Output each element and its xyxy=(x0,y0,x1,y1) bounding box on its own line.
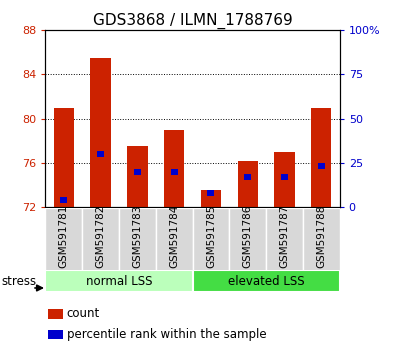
Bar xyxy=(119,208,156,271)
Bar xyxy=(193,270,340,292)
Bar xyxy=(45,270,193,292)
Bar xyxy=(156,208,193,271)
Text: normal LSS: normal LSS xyxy=(86,275,152,287)
Text: count: count xyxy=(67,307,100,320)
Bar xyxy=(281,174,288,180)
Bar xyxy=(318,163,325,170)
Text: elevated LSS: elevated LSS xyxy=(228,275,305,287)
Text: GSM591786: GSM591786 xyxy=(243,205,253,268)
Bar xyxy=(90,58,111,207)
Bar xyxy=(48,309,63,319)
Bar xyxy=(48,330,63,339)
Bar xyxy=(164,130,184,207)
Bar xyxy=(193,208,229,271)
Bar xyxy=(244,174,251,180)
Text: GSM591784: GSM591784 xyxy=(169,205,179,268)
Title: GDS3868 / ILMN_1788769: GDS3868 / ILMN_1788769 xyxy=(93,12,292,29)
Bar xyxy=(275,152,295,207)
Text: GSM591782: GSM591782 xyxy=(96,205,105,268)
Bar xyxy=(311,108,331,207)
Bar xyxy=(134,169,141,175)
Bar xyxy=(82,208,119,271)
Bar xyxy=(54,108,74,207)
Bar xyxy=(127,146,147,207)
Bar xyxy=(303,208,340,271)
Bar xyxy=(229,208,266,271)
Bar xyxy=(45,208,82,271)
Text: GSM591787: GSM591787 xyxy=(280,205,290,268)
Text: GSM591788: GSM591788 xyxy=(316,205,326,268)
Bar xyxy=(60,197,68,203)
Text: GSM591785: GSM591785 xyxy=(206,205,216,268)
Bar xyxy=(207,190,214,196)
Bar xyxy=(238,161,258,207)
Text: stress: stress xyxy=(1,275,36,288)
Text: percentile rank within the sample: percentile rank within the sample xyxy=(67,327,266,341)
Bar xyxy=(201,190,221,207)
Bar xyxy=(266,208,303,271)
Bar xyxy=(171,169,178,175)
Bar xyxy=(97,151,104,157)
Text: GSM591781: GSM591781 xyxy=(59,205,69,268)
Text: GSM591783: GSM591783 xyxy=(132,205,142,268)
